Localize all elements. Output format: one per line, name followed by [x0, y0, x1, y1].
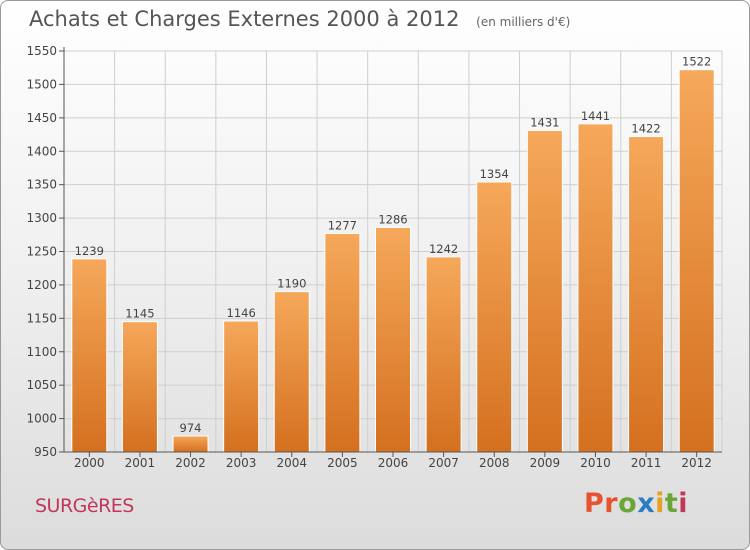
y-tick-label: 1050 [26, 378, 57, 392]
chart-title: Achats et Charges Externes 2000 à 2012 (… [29, 7, 570, 31]
bar-2011 [628, 136, 665, 453]
x-tick-label: 2009 [530, 456, 561, 470]
logo-letter: t [664, 488, 679, 519]
commune-name: SURGèRES [35, 495, 134, 517]
y-tick-label: 1300 [26, 211, 57, 225]
data-label-2011: 1422 [631, 122, 660, 136]
data-label-2006: 1286 [378, 212, 407, 226]
bar-2012 [678, 69, 715, 453]
bar-2008 [476, 181, 513, 453]
y-tick-label: 950 [34, 445, 57, 459]
x-tick-label: 2012 [681, 456, 712, 470]
y-tick-label: 1250 [26, 245, 57, 259]
x-tick-label: 2003 [226, 456, 257, 470]
bar-2002 [172, 435, 209, 453]
logo-letter: i [655, 488, 665, 519]
x-tick-label: 2005 [327, 456, 358, 470]
data-label-2007: 1242 [429, 242, 458, 256]
y-tick-label: 1500 [26, 77, 57, 91]
bar-2010 [577, 123, 614, 453]
bars [71, 69, 715, 453]
y-tick-label: 1400 [26, 144, 57, 158]
x-tick-label: 2001 [125, 456, 156, 470]
bar-2007 [425, 256, 462, 453]
x-tick-label: 2000 [74, 456, 105, 470]
logo-letter: i [678, 488, 689, 519]
data-label-2000: 1239 [75, 244, 104, 258]
y-tick-label: 1000 [26, 412, 57, 426]
data-label-2002: 974 [180, 421, 202, 435]
bar-2009 [526, 130, 563, 453]
y-tick-label: 1550 [26, 44, 57, 58]
logo-letter: x [637, 488, 656, 519]
bar-2000 [71, 258, 108, 453]
bar-2001 [121, 321, 158, 453]
bar-2005 [324, 232, 361, 453]
y-tick-label: 1450 [26, 111, 57, 125]
y-tick-label: 1200 [26, 278, 57, 292]
chart-title-text: Achats et Charges Externes 2000 à 2012 [29, 7, 460, 31]
x-tick-label: 2010 [580, 456, 611, 470]
x-tick-label: 2006 [378, 456, 409, 470]
x-tick-label: 2004 [276, 456, 307, 470]
bar-2004 [273, 291, 310, 453]
data-label-2004: 1190 [277, 277, 306, 291]
logo-letter: r [604, 488, 619, 519]
y-tick-label: 1350 [26, 178, 57, 192]
x-tick-label: 2011 [631, 456, 662, 470]
data-label-2005: 1277 [328, 218, 357, 232]
data-labels: 1239 1145 974 1146 1190 1277 1286 1242 1354 1431 1… [75, 55, 712, 435]
y-tick-label: 1150 [26, 311, 57, 325]
bar-2006 [375, 226, 411, 453]
x-tick-label: 2002 [175, 456, 206, 470]
proxiti-logo: Proxiti [584, 488, 688, 519]
x-tick-label: 2007 [428, 456, 459, 470]
logo-letter: P [584, 488, 605, 519]
chart-subtitle: (en milliers d'€) [476, 15, 571, 29]
axes: 950 1000 1050 1100 1150 1200 1250 1300 1350 1400 1… [26, 44, 722, 470]
data-label-2003: 1146 [227, 306, 256, 320]
data-label-2009: 1431 [530, 116, 559, 130]
data-label-2008: 1354 [480, 167, 509, 181]
x-tick-label: 2008 [479, 456, 510, 470]
data-label-2001: 1145 [125, 307, 154, 321]
y-tick-label: 1100 [26, 345, 57, 359]
data-label-2012: 1522 [682, 55, 711, 69]
data-label-2010: 1441 [581, 109, 610, 123]
bar-2003 [223, 320, 260, 453]
logo-letter: o [618, 488, 638, 519]
